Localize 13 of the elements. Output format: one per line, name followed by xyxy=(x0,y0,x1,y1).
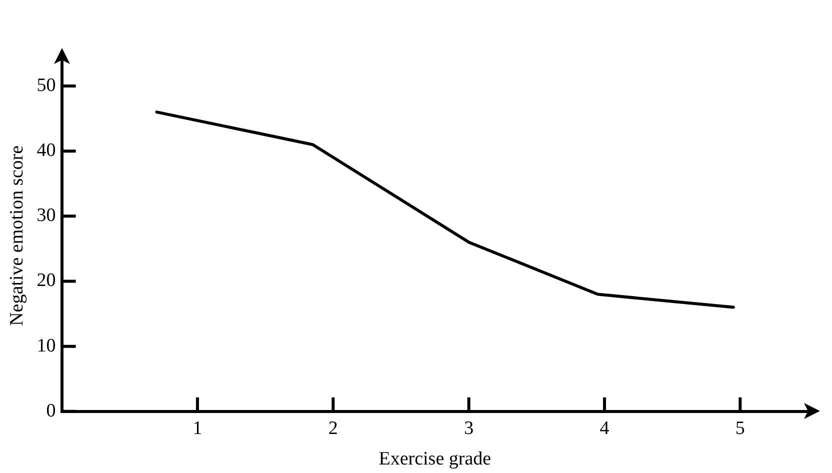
x-tick-label: 5 xyxy=(735,418,745,439)
x-tick-label: 2 xyxy=(328,418,338,439)
y-tick-label: 40 xyxy=(36,140,56,162)
y-tick-label: 50 xyxy=(36,75,56,96)
x-tick-label: 4 xyxy=(600,418,610,439)
y-axis-title: Negative emotion score xyxy=(6,145,28,326)
y-tick-label: 0 xyxy=(46,400,56,422)
y-tick-label: 20 xyxy=(36,270,56,292)
x-axis-title: Exercise grade xyxy=(378,448,492,470)
y-tick-label: 10 xyxy=(36,335,56,356)
y-tick-label: 30 xyxy=(36,205,56,226)
x-tick-label: 3 xyxy=(464,418,474,439)
x-tick-label: 1 xyxy=(192,418,202,439)
